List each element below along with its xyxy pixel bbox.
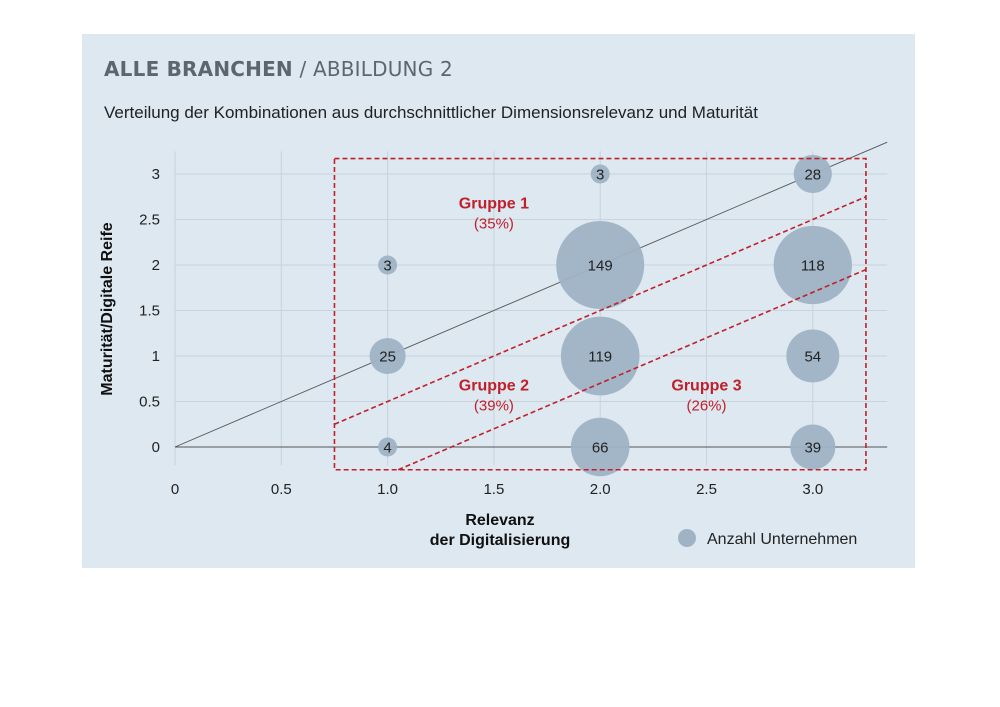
legend-label: Anzahl Unternehmen <box>707 531 857 548</box>
data-bubble <box>590 164 610 184</box>
x-tick-label: 1.0 <box>377 481 398 498</box>
group-box-outline <box>333 157 867 471</box>
heading-separator: / <box>299 57 307 81</box>
group-name-label: Gruppe 1 <box>459 195 529 212</box>
bubble-count-label: 3 <box>383 258 391 275</box>
y-tick-label: 0 <box>152 439 160 456</box>
data-bubble <box>793 154 832 194</box>
data-bubble <box>570 417 630 477</box>
y-tick-label: 1.5 <box>139 303 160 320</box>
group-name-label: Gruppe 3 <box>671 377 741 394</box>
x-tick-label: 2.5 <box>696 481 717 498</box>
heading-light: ABBILDUNG 2 <box>312 57 453 81</box>
y-tick-label: 2.5 <box>139 212 160 229</box>
data-bubble <box>773 225 852 305</box>
bubble-count-label: 118 <box>801 258 825 275</box>
bubble-count-label: 119 <box>588 349 612 366</box>
data-bubble <box>790 424 836 470</box>
chart-subtitle: Verteilung der Kombinationen aus durchsc… <box>104 103 758 122</box>
y-tick-label: 0.5 <box>139 394 160 411</box>
legend-bubble-icon <box>678 529 696 547</box>
y-tick-label: 3 <box>152 166 160 183</box>
figure-heading: ALLE BRANCHEN / ABBILDUNG 2 <box>104 57 453 81</box>
x-axis-title: Relevanz <box>465 512 534 529</box>
data-bubble <box>378 437 398 457</box>
x-tick-label: 3.0 <box>802 481 823 498</box>
bubble-count-label: 28 <box>804 167 821 184</box>
x-axis-title: der Digitalisierung <box>430 532 570 549</box>
y-axis-title: Maturität/Digitale Reife <box>99 222 116 395</box>
bubble-count-label: 39 <box>804 440 821 457</box>
x-tick-label: 0 <box>171 481 179 498</box>
y-tick-label: 2 <box>152 257 160 274</box>
y-tick-label: 1 <box>152 348 160 365</box>
chart-panel <box>82 34 915 568</box>
x-tick-label: 1.5 <box>483 481 504 498</box>
bubble-count-label: 4 <box>383 440 391 457</box>
bubble-count-label: 54 <box>804 349 821 366</box>
group-share-label: (26%) <box>686 397 726 414</box>
group-share-label: (39%) <box>474 397 514 414</box>
data-bubble <box>556 221 645 309</box>
group-boundary-line <box>397 268 867 471</box>
reference-diagonal-line <box>174 141 888 448</box>
data-bubble <box>378 255 398 275</box>
group-share-label: (35%) <box>474 215 514 232</box>
group-name-label: Gruppe 2 <box>459 377 529 394</box>
bubble-count-label: 66 <box>592 440 609 457</box>
bubble-count-label: 149 <box>588 258 613 275</box>
data-bubble <box>786 329 840 383</box>
data-bubble <box>369 337 406 375</box>
heading-bold: ALLE BRANCHEN <box>104 57 293 81</box>
bubble-count-label: 25 <box>379 349 396 366</box>
bubble-count-label: 3 <box>596 167 604 184</box>
group-boundary-line <box>334 196 867 425</box>
x-tick-label: 0.5 <box>271 481 292 498</box>
x-tick-label: 2.0 <box>590 481 611 498</box>
